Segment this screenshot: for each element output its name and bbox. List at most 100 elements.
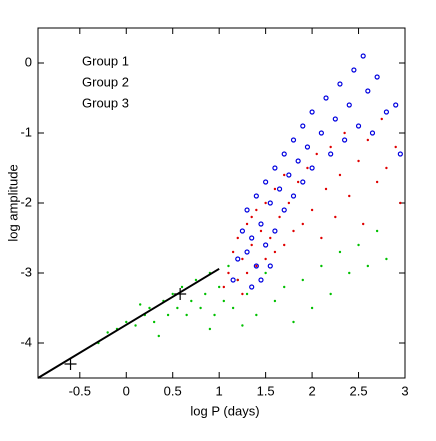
legend-entry: Group 2 [82,74,129,89]
data-point [338,250,342,254]
data-point [342,137,348,143]
data-point [329,292,332,296]
x-tick-label: 1 [216,383,223,398]
data-point [315,152,318,156]
x-tick-label: 2.5 [350,383,368,398]
data-point [213,313,216,317]
data-point [269,236,272,240]
data-point [337,81,343,87]
data-point [318,130,324,136]
data-point [245,222,249,226]
data-point [241,257,244,261]
data-point [355,123,362,129]
data-point [320,236,323,240]
data-point [328,151,334,157]
data-point [208,327,212,331]
data-point [283,285,286,289]
data-point [264,257,267,261]
data-point [148,306,151,310]
data-point [273,250,277,254]
data-point [244,249,250,255]
y-tick-label: -1 [20,124,32,139]
data-point [292,229,295,233]
data-point [171,292,174,296]
data-point [267,263,273,269]
y-axis-label: log amplitude [5,164,20,241]
data-point [199,306,202,310]
data-point [301,278,304,282]
data-point [380,117,383,121]
data-point [343,131,346,135]
data-point [273,299,277,303]
data-point [375,180,379,184]
y-tick-label: 0 [25,54,32,69]
data-point [385,257,388,261]
data-point [338,173,342,177]
data-point [249,284,255,290]
data-point [361,222,365,226]
data-point [375,229,379,233]
legend-entry: Group 3 [82,95,129,110]
data-point [324,187,328,191]
data-point [204,292,207,296]
data-point [166,313,170,317]
x-tick-label: 0 [123,383,130,398]
x-axis-label: log P (days) [190,403,259,418]
data-point [278,215,281,219]
data-point [332,116,338,122]
data-point [125,320,128,324]
data-point [239,228,246,234]
data-point [360,53,366,59]
data-point [236,278,239,282]
data-point [306,166,309,170]
data-point [300,123,306,129]
data-point [320,264,323,268]
data-point [258,277,264,283]
data-point [286,172,292,178]
data-point [334,215,337,219]
data-point [190,299,193,303]
data-point [235,256,241,262]
cross-marker [174,288,187,300]
data-point [267,200,273,206]
data-point [245,292,249,296]
data-point [304,144,311,150]
x-tick-label: 0.5 [164,383,182,398]
data-point [272,228,278,234]
data-point [241,292,244,296]
data-point [399,201,402,205]
data-point [348,271,351,275]
data-point [180,285,184,289]
data-point [263,179,269,185]
data-point [222,285,226,289]
data-point [185,313,188,317]
data-point [222,299,226,303]
y-tick-label: -3 [20,264,32,279]
data-point [249,235,255,241]
data-point [176,306,179,310]
data-point [283,173,286,177]
data-point [290,193,297,199]
data-point [264,271,267,275]
data-point [300,179,306,185]
data-point [357,243,360,247]
data-point [217,285,221,289]
data-point [250,215,253,219]
data-point [152,320,156,324]
data-point [366,264,370,268]
data-point [236,236,239,240]
data-point [348,194,351,198]
fit-line [37,267,220,379]
cross-marker [64,358,77,370]
data-point [255,264,258,268]
data-point [231,250,235,254]
data-point [310,208,314,212]
data-point [259,229,263,233]
data-point [157,334,160,338]
data-point [323,95,329,101]
data-point [295,158,301,164]
data-point [106,331,109,334]
data-point [385,166,388,170]
data-point [255,313,258,317]
data-point [263,242,269,248]
